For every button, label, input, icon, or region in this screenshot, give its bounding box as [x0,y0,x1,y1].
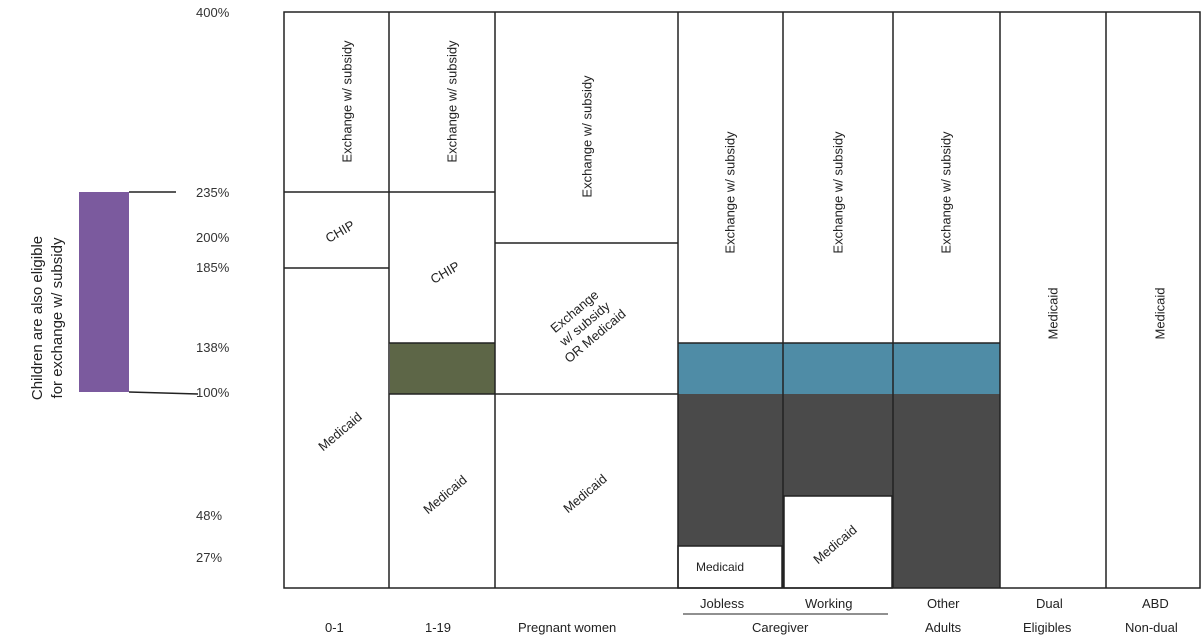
tick-48: 48% [196,508,222,523]
tick-100: 100% [196,385,229,400]
col-label-eligibles: Eligibles [1023,620,1071,635]
tick-185: 185% [196,260,229,275]
col-label-pregnant: Pregnant women [518,620,616,635]
cell-dual-medicaid: Medicaid [1046,264,1061,364]
cell-abd-medicaid: Medicaid [1153,264,1168,364]
col-label-working: Working [805,596,852,611]
side-note-bar [79,192,129,392]
tick-400: 400% [196,5,229,20]
blue-band-adults [678,343,1000,394]
cell-pregnant-exchange: Exchange w/ subsidy [580,67,595,207]
cell-other-adults-exchange: Exchange w/ subsidy [939,123,954,263]
col-label-jobless: Jobless [700,596,744,611]
col-label-0-1: 0-1 [325,620,344,635]
tick-200: 200% [196,230,229,245]
cell-1-19-exchange: Exchange w/ subsidy [445,32,460,172]
green-band-1-19 [390,343,495,394]
col-label-1-19: 1-19 [425,620,451,635]
cell-working-exchange: Exchange w/ subsidy [831,123,846,263]
col-label-dual: Dual [1036,596,1063,611]
cell-jobless-exchange: Exchange w/ subsidy [723,123,738,263]
tick-138: 138% [196,340,229,355]
col-label-caregiver: Caregiver [752,620,808,635]
col-label-abd: ABD [1142,596,1169,611]
col-label-adults: Adults [925,620,961,635]
side-note-label: Children are also eligible for exchange … [28,198,68,438]
col-label-other: Other [927,596,960,611]
tick-235: 235% [196,185,229,200]
side-note-connector-bottom [129,392,198,394]
cell-jobless-medicaid: Medicaid [696,560,744,574]
tick-27: 27% [196,550,222,565]
col-label-non-dual: Non-dual [1125,620,1178,635]
cell-0-1-exchange: Exchange w/ subsidy [340,32,355,172]
